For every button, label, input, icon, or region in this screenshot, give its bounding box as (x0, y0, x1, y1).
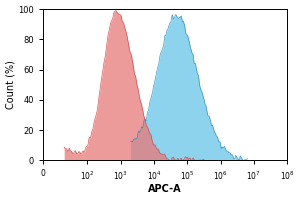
X-axis label: APC-A: APC-A (148, 184, 182, 194)
Y-axis label: Count (%): Count (%) (6, 60, 16, 109)
